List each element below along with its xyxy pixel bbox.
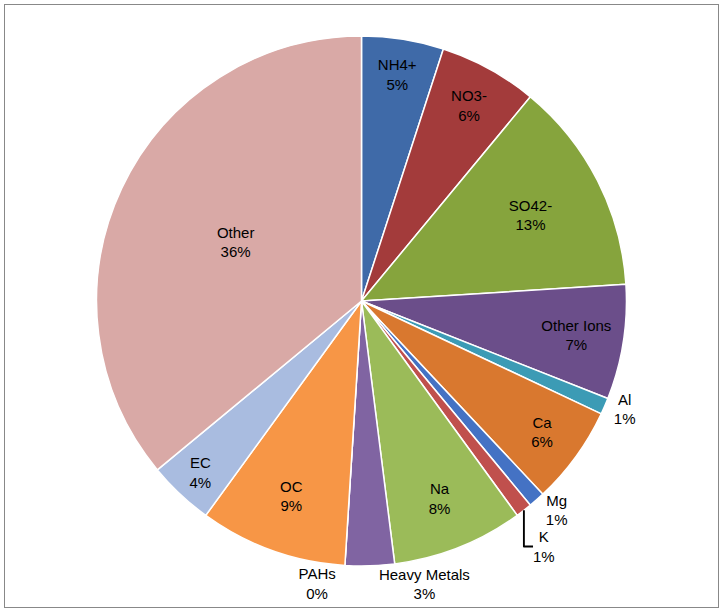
svg-text:Heavy Metals3%: Heavy Metals3%: [379, 566, 470, 603]
svg-text:Other Ions7%: Other Ions7%: [541, 317, 611, 354]
svg-text:NO3-6%: NO3-6%: [451, 87, 487, 124]
svg-text:EC4%: EC4%: [189, 454, 211, 491]
svg-text:OC9%: OC9%: [280, 478, 303, 515]
svg-text:Mg1%: Mg1%: [546, 492, 568, 528]
svg-text:PAHs0%: PAHs0%: [299, 565, 336, 602]
svg-text:Al1%: Al1%: [614, 391, 636, 428]
svg-text:Na8%: Na8%: [429, 480, 451, 517]
svg-text:Other36%: Other36%: [217, 224, 255, 260]
svg-text:K1%: K1%: [533, 528, 555, 565]
svg-text:SO42-13%: SO42-13%: [509, 197, 552, 234]
svg-text:Ca6%: Ca6%: [531, 414, 553, 451]
svg-text:NH4+5%: NH4+5%: [378, 56, 417, 93]
